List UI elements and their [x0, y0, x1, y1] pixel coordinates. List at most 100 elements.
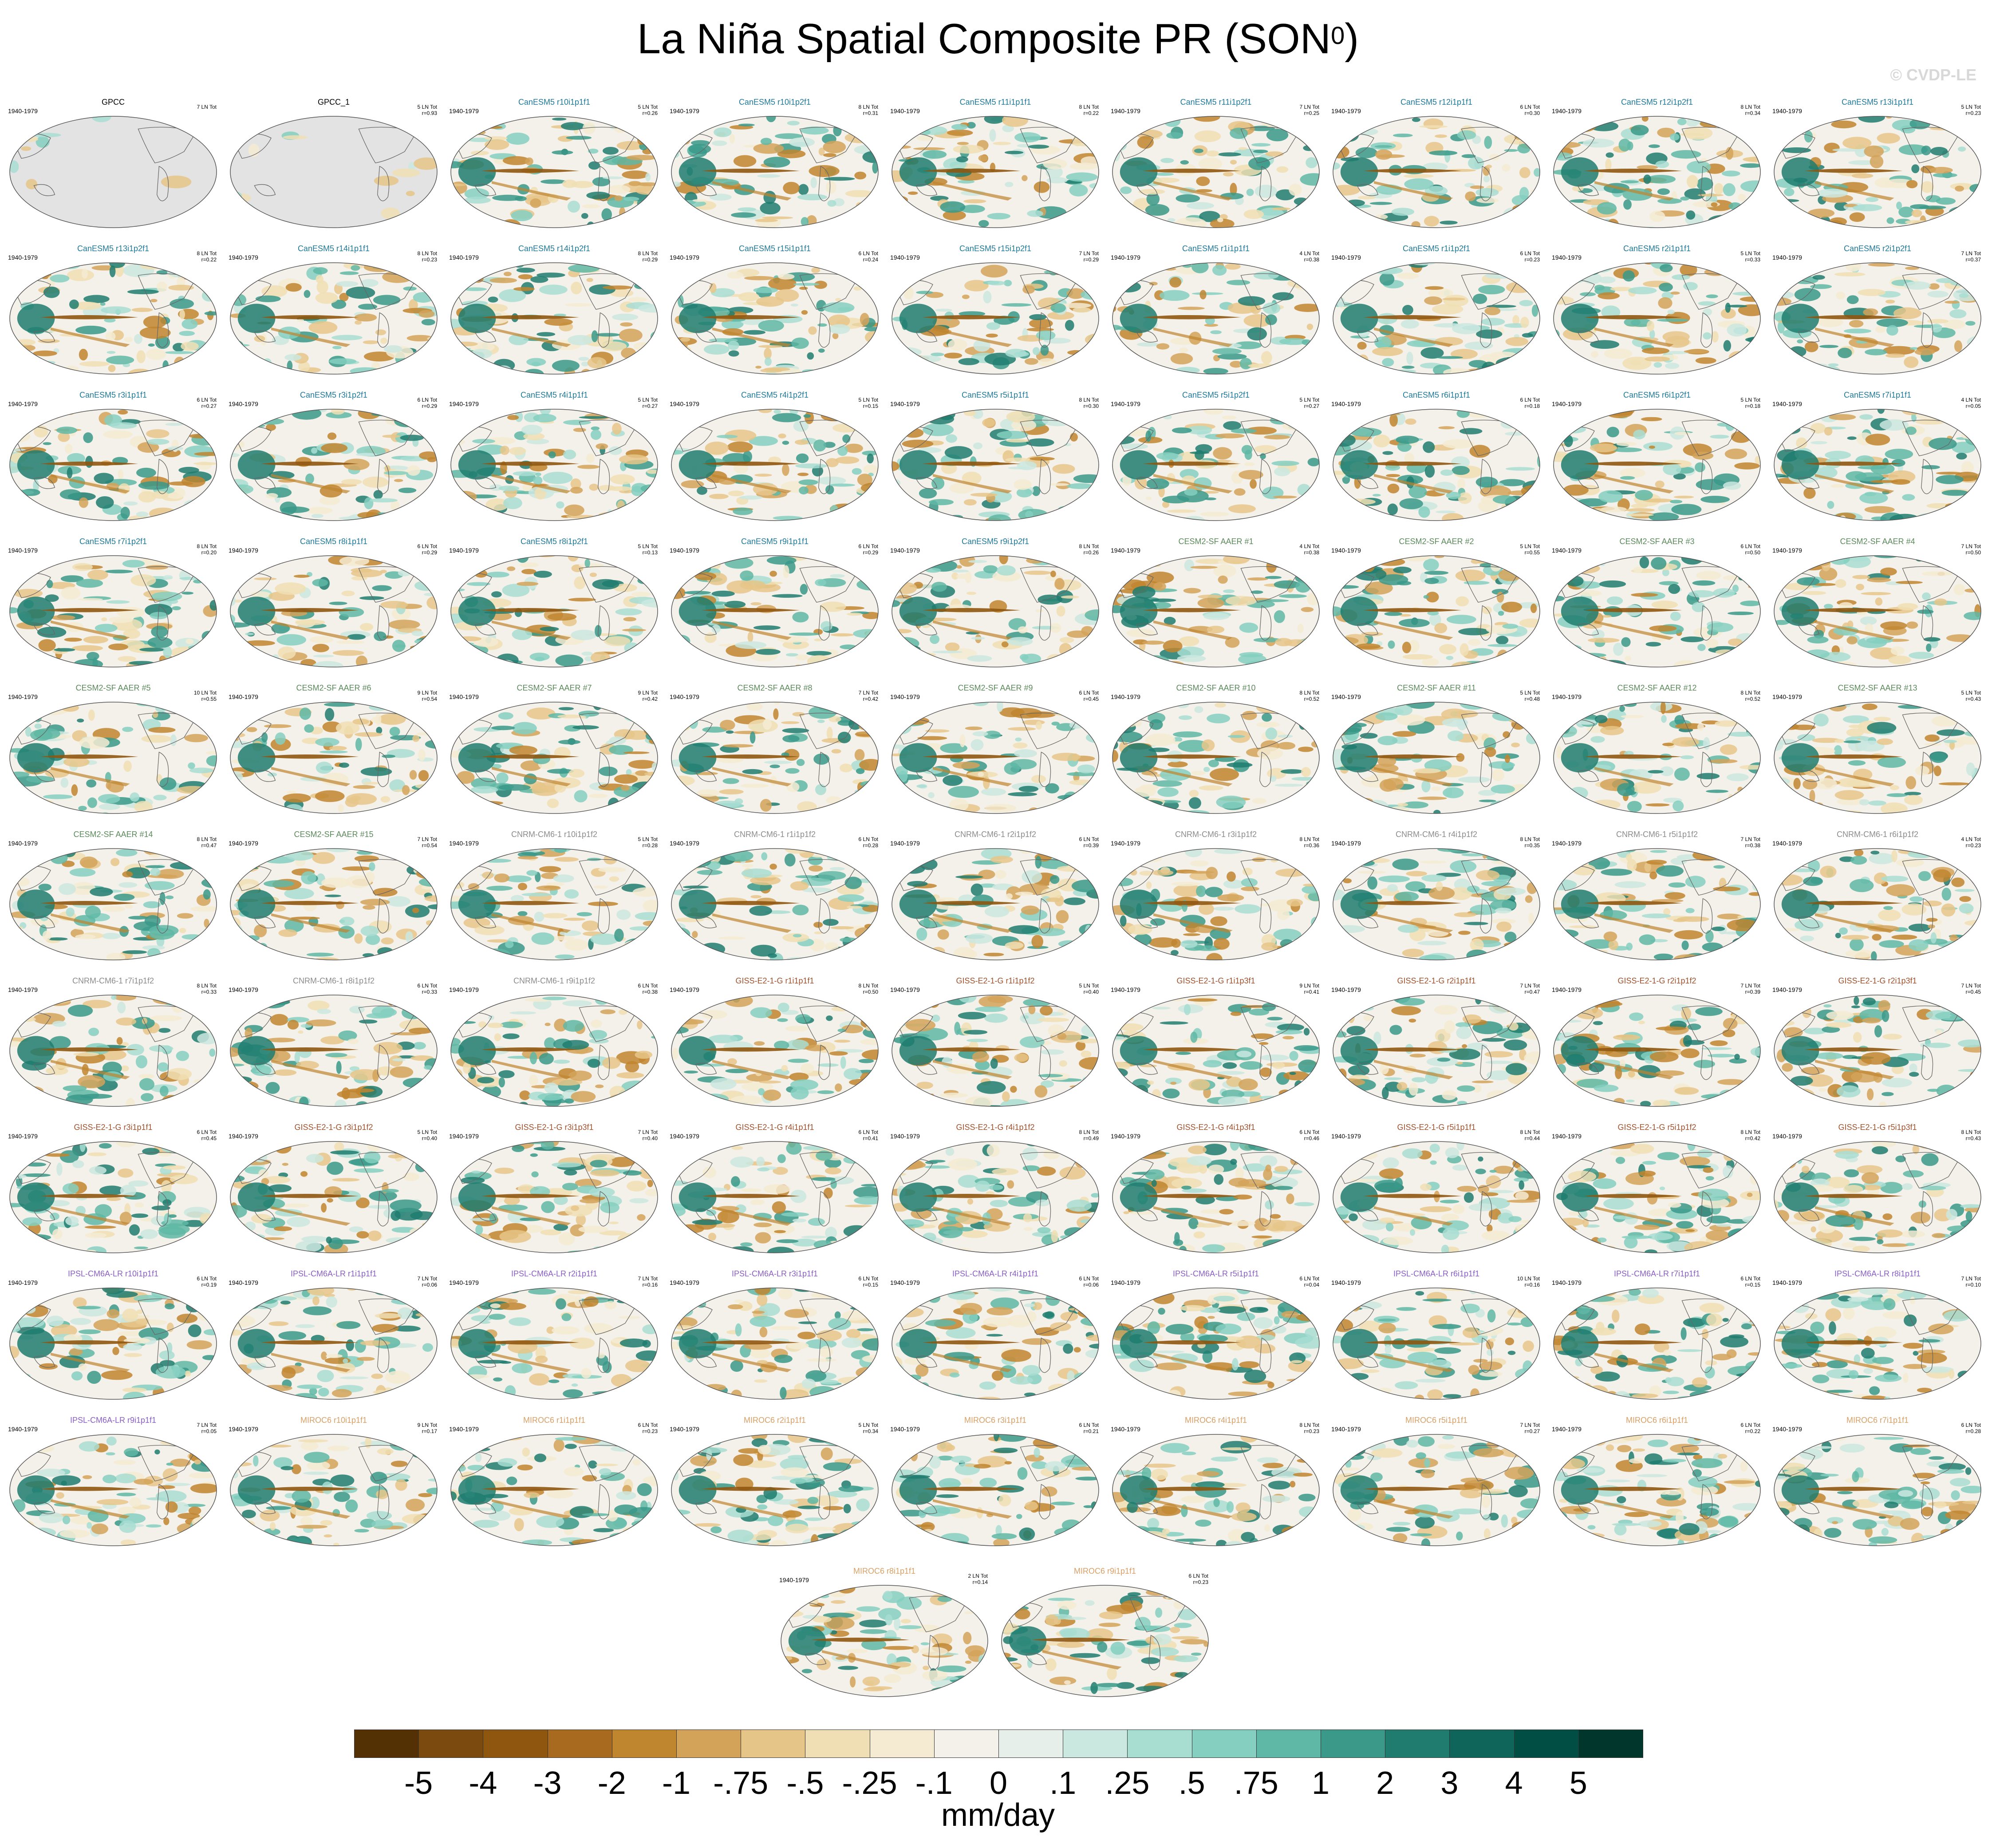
composite-map: [891, 116, 1099, 228]
panel-title: CanESM5 r12i1p1f1: [1400, 98, 1473, 107]
panel-title: CESM2-SF AAER #4: [1840, 537, 1915, 546]
panel-title: CESM2-SF AAER #9: [958, 683, 1033, 692]
panel-years: 1940-1979: [890, 693, 920, 700]
composite-map: [1774, 555, 1981, 667]
panel-event-count: 5 LN Tot: [638, 397, 658, 403]
composite-map: [1553, 702, 1761, 814]
map-panel: CESM2-SF AAER #10 1940-1979 8 LN Tot r=0.52: [1107, 680, 1325, 822]
composite-map: [891, 555, 1099, 667]
panel-event-count: 10 LN Tot: [1517, 1275, 1540, 1282]
panel-event-count: 7 LN Tot: [197, 1422, 217, 1428]
map-panel: MIROC6 r6i1p1f1 1940-1979 6 LN Tot r=0.22: [1548, 1412, 1766, 1554]
panel-stats: 6 LN Tot r=0.30: [1520, 104, 1540, 116]
panel-years: 1940-1979: [890, 1133, 920, 1140]
panel-years: 1940-1979: [1331, 1133, 1361, 1140]
map-panel: GISS-E2-1-G r1i1p3f1 1940-1979 9 LN Tot r=0…: [1107, 973, 1325, 1115]
map-panel: CESM2-SF AAER #15 1940-1979 7 LN Tot r=0.54: [225, 826, 442, 968]
panel-years: 1940-1979: [1111, 400, 1140, 407]
panel-pattern-correlation: r=0.38: [1304, 257, 1319, 263]
panel-event-count: 8 LN Tot: [1299, 836, 1319, 842]
panel-years: 1940-1979: [449, 1425, 479, 1433]
panel-pattern-correlation: r=0.27: [201, 403, 217, 409]
map-panel: CanESM5 r7i1p2f1 1940-1979 8 LN Tot r=0.20: [4, 533, 222, 675]
map-panel: CanESM5 r13i1p2f1 1940-1979 8 LN Tot r=0.22: [4, 241, 222, 383]
panel-title: CanESM5 r15i1p2f1: [959, 244, 1032, 253]
composite-map: [671, 1434, 879, 1546]
map-panel: CanESM5 r13i1p1f1 1940-1979 5 LN Tot r=0.23: [1769, 94, 1986, 236]
colorbar-tick-label: -.75: [713, 1765, 769, 1801]
composite-map: [891, 995, 1099, 1107]
panel-stats: 5 LN Tot r=0.27: [638, 397, 658, 409]
panel-years: 1940-1979: [670, 400, 699, 407]
composite-map: [1333, 995, 1540, 1107]
panel-pattern-correlation: r=0.18: [1745, 403, 1760, 409]
panel-pattern-correlation: r=0.31: [863, 110, 878, 116]
colorbar-cell: [1449, 1730, 1515, 1758]
composite-map: [1553, 409, 1761, 521]
panel-stats: 8 LN Tot r=0.33: [197, 983, 217, 995]
panel-event-count: 9 LN Tot: [417, 690, 437, 696]
map-panel: CanESM5 r7i1p1f1 1940-1979 4 LN Tot r=0.05: [1769, 387, 1986, 529]
panel-years: 1940-1979: [8, 254, 38, 261]
panel-pattern-correlation: r=0.37: [1965, 257, 1981, 263]
panel-pattern-correlation: r=0.55: [201, 696, 217, 702]
panel-event-count: 6 LN Tot: [638, 1422, 658, 1428]
panel-event-count: 8 LN Tot: [197, 836, 217, 842]
panel-event-count: 7 LN Tot: [1299, 104, 1319, 110]
map-panel: CanESM5 r12i1p1f1 1940-1979 6 LN Tot r=0.30: [1328, 94, 1545, 236]
map-panel: GISS-E2-1-G r3i1p1f1 1940-1979 6 LN Tot r=0…: [4, 1119, 222, 1261]
panel-pattern-correlation: r=0.33: [201, 989, 217, 995]
panel-years: 1940-1979: [1552, 1279, 1582, 1286]
map-panel: IPSL-CM6A-LR r3i1p1f1 1940-1979 6 LN Tot r=…: [666, 1266, 884, 1408]
composite-map: [1112, 1141, 1320, 1253]
panel-title: CanESM5 r14i1p2f1: [518, 244, 591, 253]
panel-stats: 7 LN Tot r=0.06: [418, 1275, 437, 1288]
panel-pattern-correlation: r=0.23: [1524, 257, 1540, 263]
colorbar-tick-label: .75: [1234, 1765, 1278, 1801]
composite-map: [9, 995, 217, 1107]
panel-title: CanESM5 r7i1p1f1: [1843, 391, 1912, 399]
panel-event-count: 8 LN Tot: [1961, 1129, 1981, 1135]
panel-title: CanESM5 r1i1p1f1: [1182, 244, 1250, 253]
panel-event-count: 8 LN Tot: [638, 250, 658, 257]
panel-years: 1940-1979: [1552, 840, 1582, 847]
panel-pattern-correlation: r=0.45: [1083, 696, 1099, 702]
panel-years: 1940-1979: [1331, 254, 1361, 261]
composite-map: [891, 409, 1099, 521]
colorbar-cell: [547, 1730, 612, 1758]
composite-map: [671, 262, 879, 375]
composite-map: [671, 995, 879, 1107]
panel-years: 1940-1979: [8, 693, 38, 700]
panel-years: 1940-1979: [670, 840, 699, 847]
panel-years: 1940-1979: [1111, 986, 1140, 993]
panel-title: CanESM5 r9i1p1f1: [741, 537, 809, 546]
panel-pattern-correlation: r=0.19: [201, 1282, 217, 1288]
panel-event-count: 6 LN Tot: [1299, 1129, 1319, 1135]
map-panel: CESM2-SF AAER #12 1940-1979 8 LN Tot r=0.52: [1548, 680, 1766, 822]
map-panel: CNRM-CM6-1 r7i1p1f2 1940-1979 8 LN Tot r=0.…: [4, 973, 222, 1115]
panel-title: CESM2-SF AAER #10: [1176, 683, 1256, 692]
panel-event-count: 5 LN Tot: [858, 397, 878, 403]
panel-years: 1940-1979: [8, 547, 38, 554]
map-panel: CESM2-SF AAER #5 1940-1979 10 LN Tot r=0.55: [4, 680, 222, 822]
panel-stats: 5 LN Tot r=0.27: [1300, 397, 1319, 409]
panel-title: CNRM-CM6-1 r8i1p1f2: [292, 976, 375, 985]
panel-years: 1940-1979: [449, 840, 479, 847]
panel-years: 1940-1979: [890, 107, 920, 115]
panel-stats: 5 LN Tot r=0.33: [1741, 250, 1760, 263]
panel-stats: 4 LN Tot r=0.23: [1961, 836, 1981, 849]
composite-map: [450, 848, 658, 960]
panel-years: 1940-1979: [1552, 693, 1582, 700]
colorbar-tick-label: -4: [469, 1765, 497, 1801]
panel-title: GISS-E2-1-G r2i1p3f1: [1838, 976, 1917, 985]
panel-title: IPSL-CM6A-LR r7i1p1f1: [1613, 1269, 1700, 1278]
panel-title: MIROC6 r3i1p1f1: [964, 1416, 1027, 1425]
panel-years: 1940-1979: [1331, 1279, 1361, 1286]
panel-event-count: 5 LN Tot: [858, 1422, 878, 1428]
panel-pattern-correlation: r=0.17: [422, 1428, 437, 1434]
panel-pattern-correlation: r=0.22: [201, 257, 217, 263]
panel-stats: 9 LN Tot r=0.41: [1300, 983, 1319, 995]
colorbar-cell: [1191, 1730, 1257, 1758]
panel-title: CanESM5 r3i1p1f1: [79, 391, 147, 399]
panel-title: GISS-E2-1-G r5i1p3f1: [1838, 1123, 1917, 1132]
